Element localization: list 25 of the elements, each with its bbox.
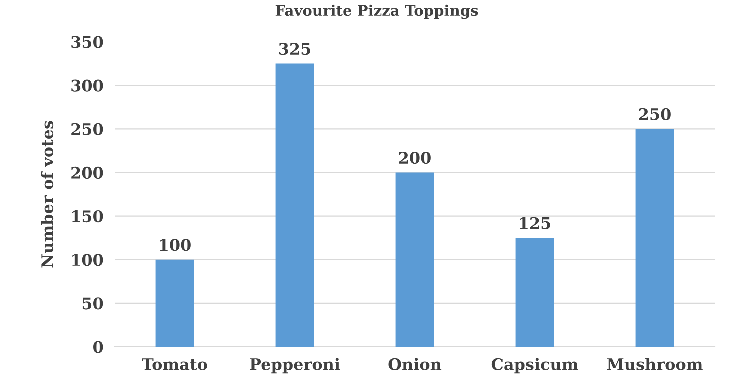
x-tick-label: Mushroom bbox=[607, 358, 703, 370]
x-tick-label: Onion bbox=[388, 358, 442, 370]
y-tick-label: 100 bbox=[72, 254, 104, 266]
y-tick-label: 0 bbox=[94, 341, 104, 354]
data-label: 100 bbox=[160, 239, 191, 252]
bar bbox=[156, 260, 194, 347]
x-tick-label: Capsicum bbox=[492, 358, 578, 374]
data-label: 325 bbox=[279, 43, 310, 56]
y-tick-label: 50 bbox=[82, 298, 104, 310]
data-label: 125 bbox=[520, 217, 550, 230]
bar bbox=[396, 172, 434, 347]
y-tick-label: 350 bbox=[72, 36, 104, 48]
x-tick-label: Tomato bbox=[142, 358, 208, 370]
y-tick-label: 250 bbox=[72, 123, 104, 136]
y-tick-label: 150 bbox=[72, 210, 104, 223]
chart-title: Favourite Pizza Toppings bbox=[276, 4, 478, 20]
x-tick-label: Pepperoni bbox=[250, 358, 340, 374]
y-tick-label: 200 bbox=[72, 166, 104, 180]
bar bbox=[516, 238, 554, 347]
y-tick-label: 300 bbox=[72, 80, 104, 92]
bar bbox=[636, 129, 674, 347]
data-label: 250 bbox=[639, 108, 671, 120]
data-label: 200 bbox=[399, 152, 431, 164]
bar bbox=[276, 64, 314, 347]
y-axis-title: Number of votes bbox=[41, 121, 54, 268]
